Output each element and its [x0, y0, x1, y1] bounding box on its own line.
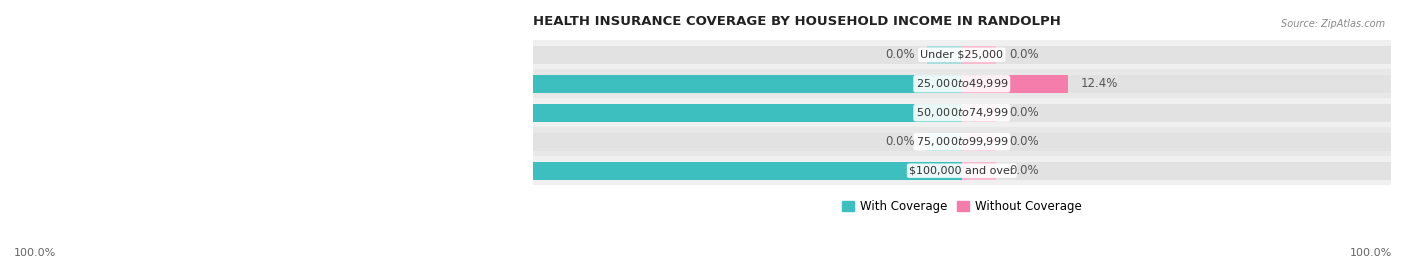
Text: Source: ZipAtlas.com: Source: ZipAtlas.com [1281, 19, 1385, 29]
Text: 0.0%: 0.0% [1010, 135, 1039, 148]
Bar [962, 104, 995, 122]
Text: $25,000 to $49,999: $25,000 to $49,999 [915, 77, 1008, 90]
Bar [533, 98, 1391, 127]
Bar [962, 75, 1069, 93]
Bar [533, 40, 1391, 69]
Text: 12.4%: 12.4% [1081, 77, 1119, 90]
Legend: With Coverage, Without Coverage: With Coverage, Without Coverage [838, 195, 1085, 218]
Bar [533, 127, 1391, 156]
Bar [962, 133, 995, 151]
Text: 0.0%: 0.0% [1010, 106, 1039, 119]
Text: $100,000 and over: $100,000 and over [910, 166, 1015, 176]
Text: 0.0%: 0.0% [884, 48, 914, 61]
Text: $50,000 to $74,999: $50,000 to $74,999 [915, 106, 1008, 119]
Bar [533, 133, 1391, 151]
Text: 0.0%: 0.0% [1010, 164, 1039, 177]
Bar [928, 133, 962, 151]
Bar [962, 75, 1069, 93]
Bar [533, 162, 1391, 180]
Text: $75,000 to $99,999: $75,000 to $99,999 [915, 135, 1008, 148]
Text: 87.7%: 87.7% [231, 77, 271, 90]
Text: 100.0%: 100.0% [1350, 248, 1392, 258]
Bar [533, 156, 1391, 185]
Text: 100.0%: 100.0% [125, 106, 174, 119]
Bar [209, 75, 962, 93]
Text: 0.0%: 0.0% [884, 135, 914, 148]
Bar [962, 162, 995, 180]
Text: 100.0%: 100.0% [125, 164, 174, 177]
Text: HEALTH INSURANCE COVERAGE BY HOUSEHOLD INCOME IN RANDOLPH: HEALTH INSURANCE COVERAGE BY HOUSEHOLD I… [533, 15, 1060, 28]
Text: Under $25,000: Under $25,000 [921, 50, 1004, 60]
Bar [962, 46, 995, 64]
Bar [104, 162, 962, 180]
Bar [928, 46, 962, 64]
Bar [533, 104, 1391, 122]
Bar [104, 104, 962, 122]
Bar [533, 46, 1391, 64]
Text: 100.0%: 100.0% [14, 248, 56, 258]
Text: 0.0%: 0.0% [1010, 48, 1039, 61]
Bar [533, 75, 1391, 93]
Bar [962, 75, 995, 93]
Bar [533, 69, 1391, 98]
